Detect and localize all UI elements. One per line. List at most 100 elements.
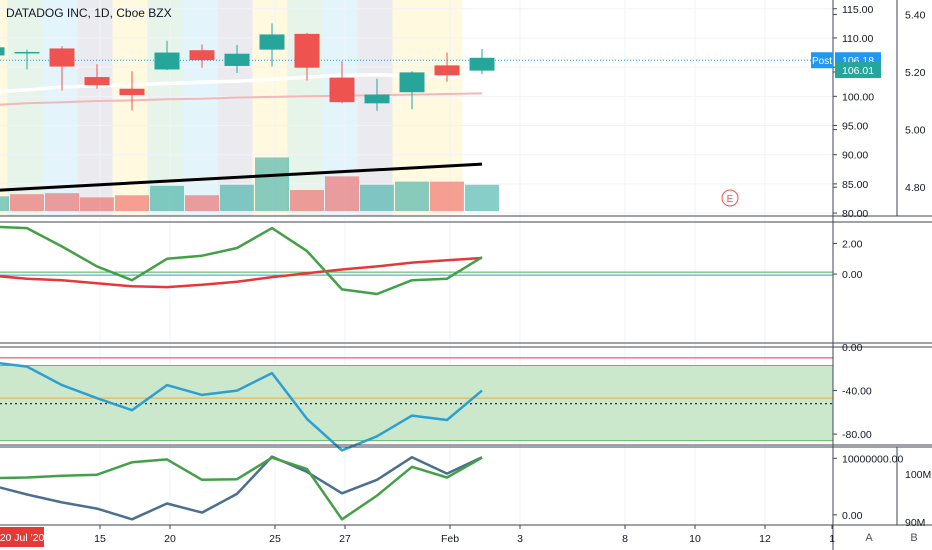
time-tick-label: 27 xyxy=(339,533,351,545)
oscillator-pane xyxy=(0,225,833,296)
volume-bar xyxy=(80,197,114,211)
time-tick-label: 10 xyxy=(689,533,701,545)
candle-body xyxy=(14,51,40,54)
volume-bar xyxy=(360,184,394,211)
candle xyxy=(399,71,425,110)
candle-body xyxy=(364,94,390,104)
axis-tick-label: 100.00 xyxy=(842,91,874,103)
axis-tick-label: 85.00 xyxy=(842,179,868,191)
price-axes: 115.00110.00105.00100.0095.0090.0085.008… xyxy=(811,4,931,529)
volume-bar xyxy=(185,195,219,211)
last-price-tag: 106.01 xyxy=(835,62,881,79)
axis-tick-label: 80.00 xyxy=(842,208,868,220)
candle-body xyxy=(189,50,215,61)
candle xyxy=(84,64,110,89)
time-tick-label: 12 xyxy=(759,533,771,545)
candle xyxy=(49,46,75,91)
current-date-label: 20 Jul '20 xyxy=(0,532,44,544)
axis-buttons[interactable]: A B xyxy=(865,532,917,544)
axis-tick-label: 100M xyxy=(905,469,931,481)
candle-body xyxy=(119,88,145,96)
candles[interactable] xyxy=(0,23,495,111)
earnings-circle xyxy=(721,189,739,207)
background-column xyxy=(42,0,78,216)
volume-bar xyxy=(220,184,254,211)
moving-average-slow xyxy=(0,92,483,106)
time-tick-label: Feb xyxy=(441,533,459,545)
band-oscillator-pane xyxy=(0,357,833,452)
band-oscillator-line xyxy=(0,361,483,452)
time-tick-label: 8 xyxy=(622,533,628,545)
candle xyxy=(329,61,355,104)
candle xyxy=(0,47,5,56)
chart-title: DATADOG INC, 1D, Cboe BZX xyxy=(6,6,172,20)
candle xyxy=(434,52,460,82)
axis-tick-label: 115.00 xyxy=(842,4,873,16)
post-label: Post xyxy=(812,56,832,67)
axis-tick-label: -40.00 xyxy=(842,386,872,398)
earnings-label: E xyxy=(727,194,734,205)
axis-tick-label: 110.00 xyxy=(842,33,873,45)
time-axis: 20 Jul '20 15 20 25 27 Feb 3 8 10 12 1 xyxy=(0,525,835,547)
background-column xyxy=(77,0,113,216)
volume-bar xyxy=(10,194,44,211)
time-tick-label: 1 xyxy=(829,533,835,545)
candle-body xyxy=(469,57,495,71)
candle xyxy=(364,78,390,111)
volume-bar xyxy=(465,184,499,211)
axis-tick-label: 95.00 xyxy=(842,121,868,133)
volume-indicator-green xyxy=(0,456,483,521)
time-tick-label: 25 xyxy=(269,533,281,545)
last-price-bg xyxy=(835,62,881,79)
volume-bar xyxy=(0,196,9,211)
axis-tick-label: 10000000.00 xyxy=(842,453,903,465)
background-column xyxy=(357,0,393,216)
post-label-bg xyxy=(811,52,833,69)
volume-bar xyxy=(290,190,324,211)
time-tick-label: 15 xyxy=(94,533,106,545)
earnings-marker[interactable]: E xyxy=(721,189,739,207)
auto-scale-button[interactable]: A xyxy=(865,532,873,544)
volume-indicator-blue xyxy=(0,455,483,521)
volume-bar xyxy=(45,193,79,211)
trendline xyxy=(0,162,483,192)
candle-body xyxy=(434,65,460,76)
volume-bar xyxy=(430,181,464,211)
log-scale-button[interactable]: B xyxy=(910,532,917,544)
candle xyxy=(154,40,180,71)
background-column xyxy=(0,0,8,216)
axis-tick-label: 0.00 xyxy=(842,269,863,281)
axis-tick-label: 0.00 xyxy=(842,510,863,522)
candle-body xyxy=(224,53,250,66)
candle-body xyxy=(294,33,320,68)
signal-line xyxy=(0,256,483,289)
volume-bar xyxy=(325,176,359,211)
volume-bar xyxy=(395,181,429,211)
axis-tick-label: 90M xyxy=(905,517,925,529)
candle-body xyxy=(84,77,110,86)
background-column xyxy=(217,0,253,216)
candle xyxy=(259,23,285,67)
background-column xyxy=(112,0,148,216)
volume-indicator-pane xyxy=(0,455,483,521)
candle xyxy=(469,49,495,75)
candle-body xyxy=(329,77,355,103)
trend-line xyxy=(0,162,483,192)
background-column xyxy=(427,0,463,216)
background-column xyxy=(392,0,428,216)
oscillator-line xyxy=(0,225,483,296)
last-price-value: 106.01 xyxy=(842,65,874,77)
axis-tick-label: 5.40 xyxy=(905,9,926,21)
candle-body xyxy=(399,72,425,93)
candle-body xyxy=(259,34,285,50)
background-columns xyxy=(0,0,463,216)
candle xyxy=(14,49,40,70)
axis-tick-label: 5.00 xyxy=(905,125,926,137)
candle xyxy=(294,32,320,81)
candle xyxy=(189,44,215,68)
axis-tick-label: 5.20 xyxy=(905,67,926,79)
axis-tick-label: 90.00 xyxy=(842,150,868,162)
background-column xyxy=(7,0,43,216)
